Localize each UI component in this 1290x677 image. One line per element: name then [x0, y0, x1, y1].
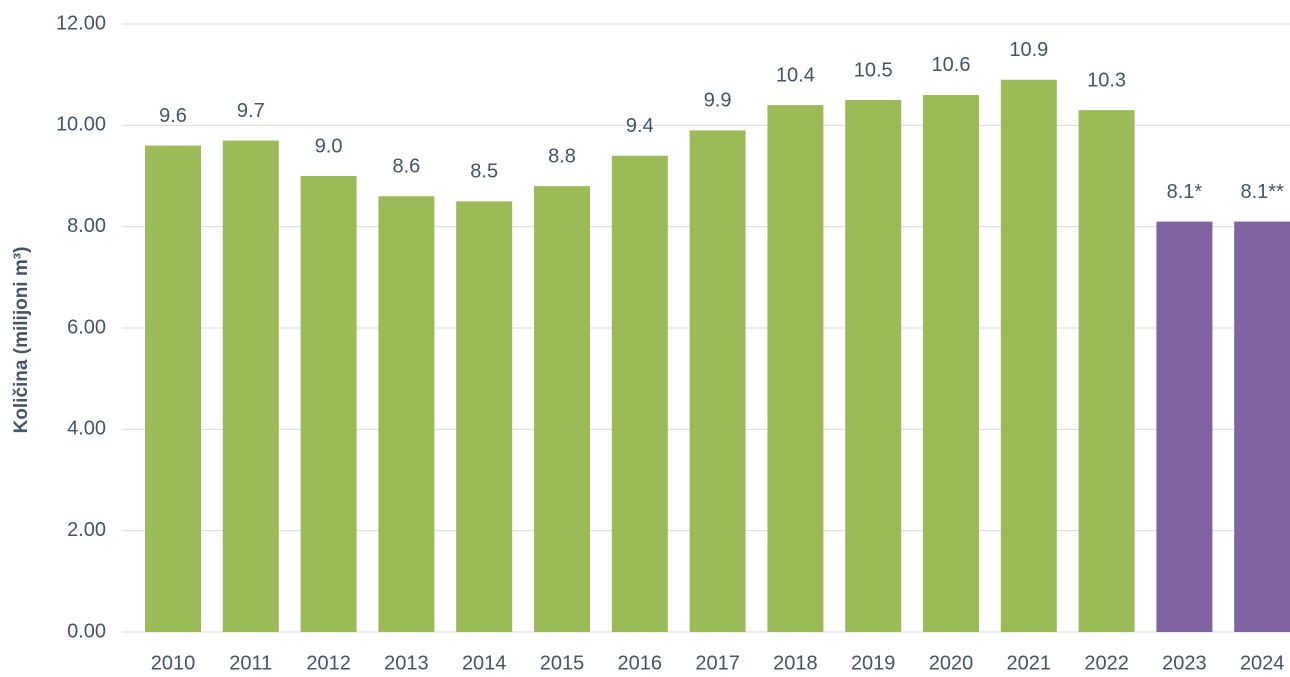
bar	[300, 176, 357, 632]
bar	[1078, 110, 1135, 633]
data-label: 9.0	[315, 135, 343, 157]
bar	[1234, 221, 1290, 632]
x-tick-label: 2013	[384, 652, 429, 674]
data-label: 9.4	[626, 115, 654, 137]
x-tick-label: 2018	[773, 652, 818, 674]
x-tick-label: 2023	[1162, 652, 1207, 674]
data-label: 9.6	[159, 105, 187, 127]
x-tick-label: 2021	[1007, 652, 1052, 674]
bar	[689, 130, 746, 632]
x-tick-label: 2022	[1084, 652, 1129, 674]
bar	[456, 201, 513, 633]
data-label: 8.8	[548, 145, 576, 167]
bar	[1000, 79, 1057, 632]
x-tick-label: 2010	[151, 652, 196, 674]
bar	[145, 145, 201, 632]
data-label: 8.5	[470, 161, 498, 183]
x-tick-label: 2012	[306, 652, 351, 674]
y-tick-label: 10.00	[56, 114, 106, 136]
y-axis-title: Količina (milijoni m³)	[11, 247, 32, 434]
y-tick-label: 6.00	[67, 316, 106, 338]
data-label: 8.1*	[1167, 181, 1203, 203]
data-label: 10.5	[854, 59, 893, 81]
data-label: 9.9	[704, 90, 732, 112]
bar	[378, 196, 435, 632]
x-tick-label: 2020	[929, 652, 974, 674]
data-label: 10.9	[1009, 39, 1048, 61]
x-tick-label: 2016	[618, 652, 663, 674]
bar	[845, 100, 902, 632]
data-label: 8.1**	[1241, 181, 1285, 203]
data-label: 10.6	[932, 54, 971, 76]
y-tick-label: 2.00	[67, 519, 106, 541]
y-tick-label: 4.00	[67, 418, 106, 440]
x-tick-label: 2024	[1240, 652, 1285, 674]
bar	[222, 140, 279, 633]
bar	[611, 155, 668, 632]
x-tick-label: 2014	[462, 652, 507, 674]
bar	[1156, 221, 1213, 632]
x-tick-label: 2019	[851, 652, 896, 674]
data-label: 10.4	[776, 64, 815, 86]
bar	[767, 105, 824, 633]
data-label: 8.6	[392, 156, 420, 178]
bar	[923, 94, 979, 632]
y-tick-label: 0.00	[67, 620, 106, 642]
y-tick-label: 8.00	[67, 215, 106, 237]
x-tick-label: 2011	[229, 652, 272, 674]
data-label: 10.3	[1087, 69, 1126, 91]
y-tick-label: 12.00	[56, 12, 106, 34]
x-tick-label: 2017	[695, 652, 740, 674]
bar	[534, 186, 590, 632]
x-tick-label: 2015	[540, 652, 585, 674]
data-label: 9.7	[237, 100, 265, 122]
